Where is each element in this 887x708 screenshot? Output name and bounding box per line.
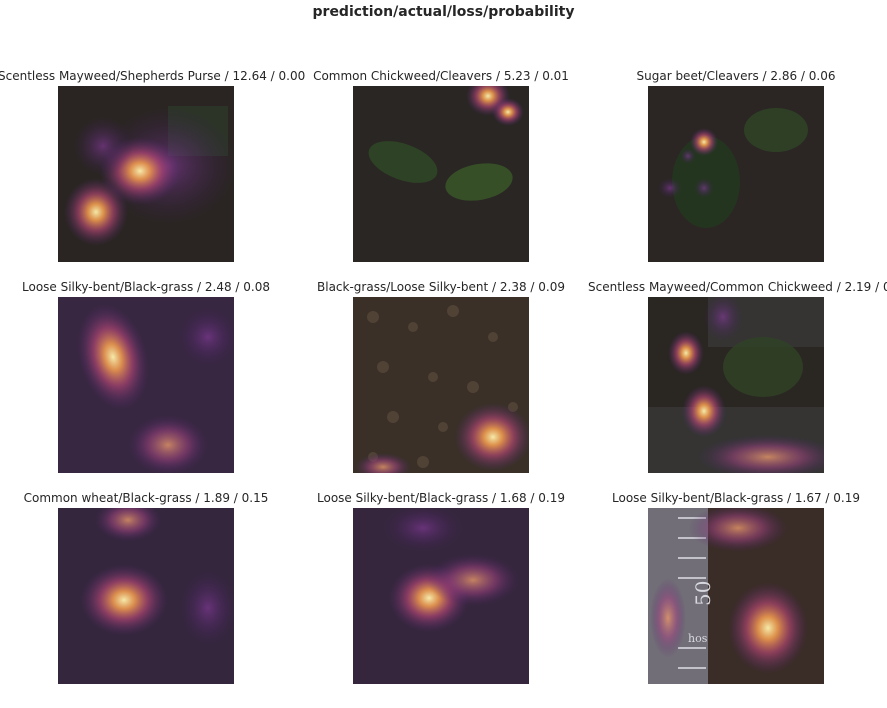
panel-5-title: Black-grass/Loose Silky-bent / 2.38 / 0.… [317,280,565,294]
panel-4-title: Loose Silky-bent/Black-grass / 2.48 / 0.… [22,280,270,294]
panel-3-title: Sugar beet/Cleavers / 2.86 / 0.06 [636,69,836,83]
panel-3-image [648,86,824,262]
panel-1-title: Scentless Mayweed/Shepherds Purse / 12.6… [0,69,306,83]
panel-9-title: Loose Silky-bent/Black-grass / 1.67 / 0.… [612,491,860,505]
panel-1-image [58,86,234,262]
ruler-label: hos [688,632,708,645]
panel-6-title: Scentless Mayweed/Common Chickweed / 2.1… [588,280,887,294]
panel-2-title: Common Chickweed/Cleavers / 5.23 / 0.01 [313,69,569,83]
panel-2-image [353,86,529,262]
panel-6-image [648,297,824,473]
ruler-number: 50 [691,581,715,606]
panel-9-image: 50 hos [648,508,824,684]
panel-4-image [58,297,234,473]
panel-8-title: Loose Silky-bent/Black-grass / 1.68 / 0.… [317,491,565,505]
panel-7-title: Common wheat/Black-grass / 1.89 / 0.15 [23,491,269,505]
panel-8-image [353,508,529,684]
panel-5-image [353,297,529,473]
panel-7-image [58,508,234,684]
figure-title: prediction/actual/loss/probability [312,4,575,20]
